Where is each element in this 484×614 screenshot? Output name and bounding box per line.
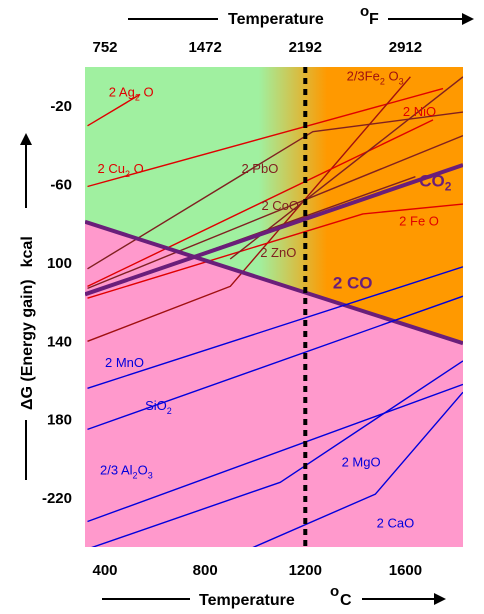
- y-tick-label: -60: [50, 177, 72, 194]
- reducible-region: [85, 67, 463, 344]
- top-axis-title: Temperature: [228, 11, 324, 28]
- series-label-2-cu-o: 2 Cu2 O: [98, 161, 144, 179]
- series-label-2-nio: 2 NiO: [403, 104, 436, 119]
- top-tick-label: 752: [93, 39, 118, 56]
- bottom-axis-arrow-icon: [434, 593, 446, 605]
- series-line-2-mno-11: [87, 266, 463, 389]
- top-axis-arrow-icon: [462, 13, 474, 25]
- y-axis-title: ΔG (Energy gain) kcal: [19, 236, 36, 410]
- series-line-2-co-10: [85, 219, 463, 346]
- y-tick-label: -20: [50, 98, 72, 115]
- bottom-axis-unit: C: [340, 592, 352, 609]
- series-label-2-cao: 2 CaO: [377, 515, 415, 530]
- bottom-tick-label: 800: [193, 562, 218, 579]
- series-label-sio2: SiO2: [145, 398, 172, 416]
- bottom-tick-label: 1200: [289, 562, 322, 579]
- bottom-axis-degree: o: [330, 583, 339, 600]
- top-axis-title-group: Temperature o F: [128, 3, 474, 28]
- series-line-2-mgo-14: [91, 360, 463, 547]
- series-label-2-mgo: 2 MgO: [342, 455, 381, 470]
- series-label-2-ag-o: 2 Ag2 O: [109, 84, 154, 102]
- series-line-2-3-al-o-13: [87, 383, 463, 523]
- series-label-2-zno: 2 ZnO: [260, 245, 296, 260]
- series-line-2-3fe-o-2: [87, 76, 411, 342]
- series-line-2-ag-o-0: [87, 93, 141, 127]
- label-layer: 2 Ag2 O 2/3Fe2 O3 2 NiO 2 Cu2 O 2 PbO 2 CoO CO…: [98, 69, 452, 531]
- y-axis-ticks: -20 -60 100 140 180 -220: [42, 98, 72, 507]
- plot-area: 2 Ag2 O 2/3Fe2 O3 2 NiO 2 Cu2 O 2 PbO 2 CoO CO…: [85, 67, 463, 547]
- series-line-co-9: [85, 163, 463, 297]
- top-axis-unit: F: [369, 11, 379, 28]
- series-label-2-co: 2 CO: [333, 273, 373, 292]
- y-tick-label: 180: [47, 412, 72, 429]
- series-label-2-mno: 2 MnO: [105, 355, 144, 370]
- bottom-tick-label: 400: [93, 562, 118, 579]
- series-label-2-pbo: 2 PbO: [241, 161, 278, 176]
- y-tick-label: -220: [42, 490, 72, 507]
- bottom-axis-title: Temperature: [199, 592, 295, 609]
- y-axis-title-group: ΔG (Energy gain) kcal: [19, 133, 36, 480]
- series-line-2-nio-3: [87, 119, 434, 288]
- top-tick-label: 2192: [289, 39, 322, 56]
- bottom-axis-title-group: Temperature o C: [102, 583, 446, 609]
- series-label-2-fe-o: 2 Fe O: [399, 214, 439, 229]
- series-layer: [85, 76, 463, 547]
- series-line-2-pbo-4: [87, 111, 463, 270]
- bottom-tick-label: 1600: [389, 562, 422, 579]
- series-line-2-cao-15: [252, 391, 463, 547]
- top-tick-label: 1472: [188, 39, 221, 56]
- top-axis-degree: o: [360, 3, 369, 20]
- series-line-2-fe-o-6: [87, 203, 463, 299]
- series-label-2-coo: 2 CoO: [261, 198, 299, 213]
- y-tick-label: 100: [47, 255, 72, 272]
- y-axis-title-text: ΔG (Energy gain): [19, 279, 36, 410]
- series-line-2-cu-o-1: [87, 87, 444, 188]
- series-line-sio-12: [87, 295, 463, 431]
- series-line-2-zno-steep-8: [229, 76, 463, 260]
- top-axis-ticks: 752 1472 2192 2912: [93, 39, 423, 56]
- top-tick-label: 2912: [389, 39, 422, 56]
- y-axis-arrow-icon: [20, 133, 32, 145]
- series-label-co2: CO2: [419, 172, 452, 194]
- series-label-2-3-al2o3: 2/3 Al2O3: [100, 463, 153, 481]
- series-label-2-3fe-o: 2/3Fe2 O3: [347, 69, 404, 87]
- y-tick-label: 140: [47, 333, 72, 350]
- series-line-2-coo-5: [87, 134, 463, 290]
- y-axis-unit: kcal: [19, 236, 36, 267]
- bottom-axis-ticks: 400 800 1200 1600: [93, 562, 423, 579]
